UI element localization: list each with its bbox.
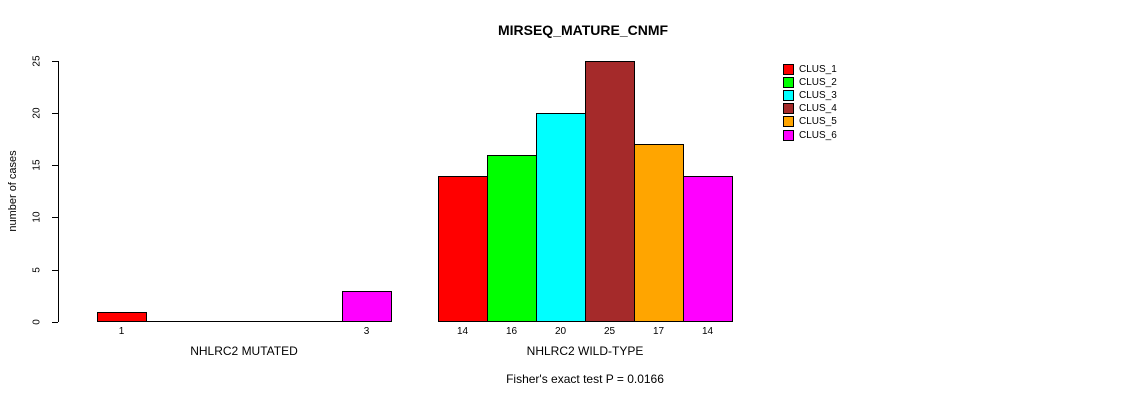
bar-value-label: 14	[456, 326, 469, 337]
bar-clus_6	[342, 291, 392, 322]
fisher-test-annotation: Fisher's exact test P = 0.0166	[506, 372, 664, 386]
y-axis-line	[58, 61, 59, 322]
group-label: NHLRC2 WILD-TYPE	[526, 344, 644, 358]
y-axis-tick	[52, 61, 58, 62]
bar-clus_6	[683, 176, 733, 322]
chart-title: MIRSEQ_MATURE_CNMF	[497, 22, 669, 38]
group-label: NHLRC2 MUTATED	[190, 344, 298, 358]
legend-swatch-clus_2	[783, 77, 794, 88]
y-axis-tick-label: 10	[31, 211, 43, 223]
legend-swatch-clus_3	[783, 90, 794, 101]
bar-clus_3	[536, 113, 586, 322]
legend-label: CLUS_4	[799, 103, 837, 114]
y-axis-tick-label: 15	[31, 159, 43, 171]
y-axis-title: number of cases	[7, 150, 19, 232]
legend-label: CLUS_1	[799, 64, 837, 75]
bar-clus_2	[487, 155, 537, 322]
bar-clus_1	[438, 176, 488, 322]
y-axis-tick	[52, 217, 58, 218]
y-axis-tick	[52, 322, 58, 323]
bar-clus_1	[97, 312, 147, 322]
y-axis-tick	[52, 270, 58, 271]
bar-clus_5	[634, 144, 684, 322]
legend-label: CLUS_6	[799, 130, 837, 141]
y-axis-tick	[52, 113, 58, 114]
bar-value-label: 14	[701, 326, 714, 337]
bar-clus_4	[585, 61, 635, 322]
bar-clus_2	[146, 321, 196, 322]
bar-value-label: 17	[652, 326, 665, 337]
legend-swatch-clus_5	[783, 116, 794, 127]
bar-value-label: 1	[118, 326, 125, 337]
bar-value-label: 20	[554, 326, 567, 337]
y-axis-tick-label: 20	[31, 107, 43, 119]
bar-value-label: 16	[505, 326, 518, 337]
legend-swatch-clus_4	[783, 103, 794, 114]
legend-swatch-clus_6	[783, 130, 794, 141]
y-axis-tick	[52, 165, 58, 166]
legend-label: CLUS_3	[799, 90, 837, 101]
y-axis-tick-label: 5	[31, 267, 43, 273]
y-axis-tick-label: 0	[31, 319, 43, 325]
bar-clus_5	[293, 321, 343, 322]
bar-clus_4	[244, 321, 294, 322]
legend-swatch-clus_1	[783, 64, 794, 75]
y-axis-tick-label: 25	[31, 55, 43, 67]
legend-label: CLUS_5	[799, 116, 837, 127]
bar-clus_3	[195, 321, 245, 322]
bar-value-label: 3	[363, 326, 370, 337]
legend-label: CLUS_2	[799, 77, 837, 88]
bar-value-label: 25	[603, 326, 616, 337]
